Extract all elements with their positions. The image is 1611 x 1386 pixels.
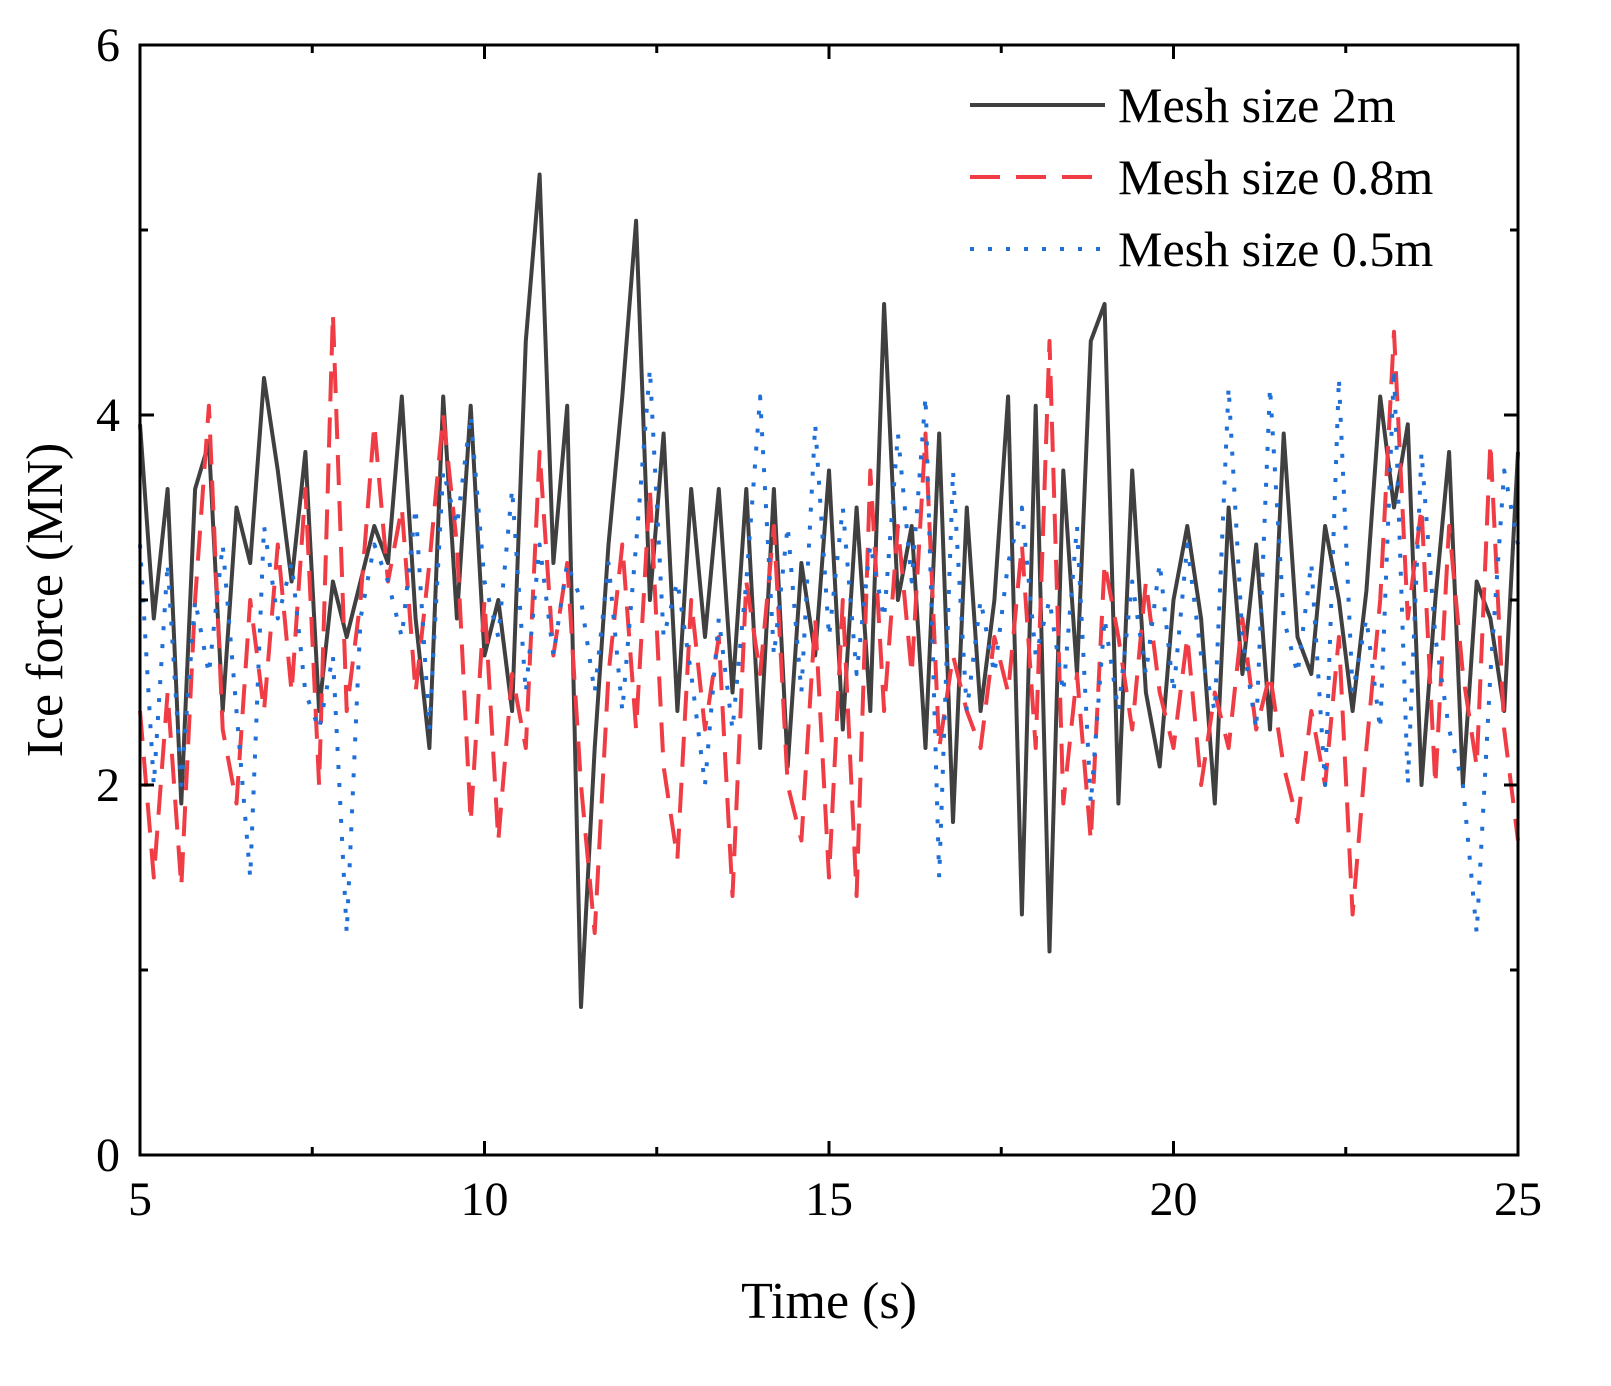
plot-frame <box>138 43 1520 1157</box>
y-axis-label: Ice force (MN) <box>17 443 74 758</box>
x-tick-label: 15 <box>805 1173 853 1226</box>
y-tick-label: 4 <box>96 389 120 442</box>
y-tick-label: 0 <box>96 1129 120 1182</box>
x-tick-label: 20 <box>1150 1173 1198 1226</box>
series-line <box>138 172 1520 1009</box>
x-tick-label: 25 <box>1494 1173 1542 1226</box>
y-tick-label: 2 <box>96 759 120 812</box>
x-tick-label: 10 <box>461 1173 509 1226</box>
legend-label: Mesh size 2m <box>1118 77 1396 133</box>
x-tick-label: 5 <box>128 1173 152 1226</box>
x-axis-label: Time (s) <box>741 1273 917 1330</box>
legend-label: Mesh size 0.5m <box>1118 221 1433 277</box>
series-line <box>138 311 1520 935</box>
legend-label: Mesh size 0.8m <box>1118 149 1433 205</box>
y-tick-label: 6 <box>96 19 120 72</box>
